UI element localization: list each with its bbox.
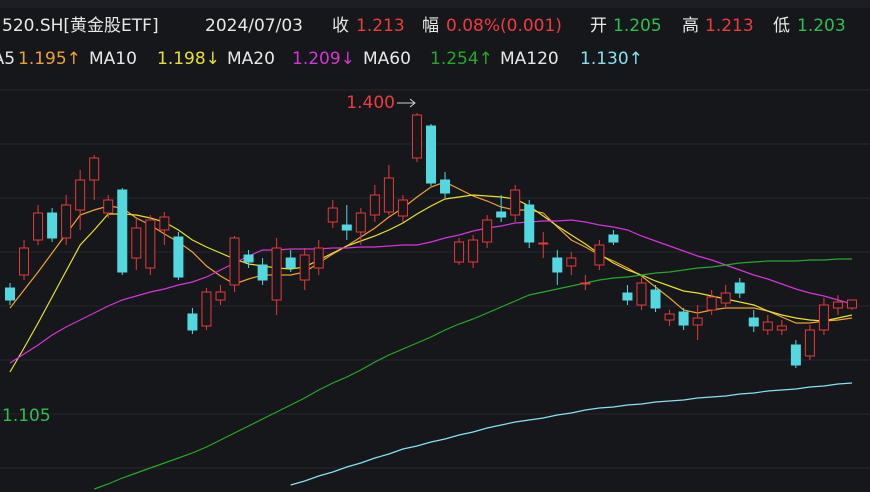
candle-body [285, 257, 296, 269]
candle-body [832, 301, 843, 309]
candle-body [61, 204, 72, 239]
header-label: 收 [332, 16, 349, 36]
candle-body [847, 299, 857, 309]
candle-body [762, 321, 773, 331]
candle-body [257, 264, 268, 281]
candle-body [299, 254, 310, 281]
candle-body [47, 212, 58, 239]
header-value: 1.213 [356, 16, 405, 36]
header-label: 低 [773, 16, 790, 36]
candle-body [75, 179, 86, 211]
candle-body [706, 296, 717, 311]
candle-body [201, 291, 212, 327]
candle-body [131, 227, 142, 259]
candle-body [552, 257, 563, 273]
candle-body [776, 325, 787, 331]
candle-body [33, 212, 44, 241]
candle-body [369, 194, 380, 216]
candle-body [482, 219, 493, 243]
candle-body [5, 287, 15, 301]
candle-body [692, 317, 703, 326]
candle-body [538, 242, 549, 245]
candle-body [678, 311, 689, 326]
ma-line [93, 258, 852, 490]
legend-value: 1.195↑ [18, 49, 81, 69]
candles [5, 113, 857, 368]
legend-name: MA60 [363, 49, 411, 69]
header-value: 1.203 [797, 16, 846, 36]
date: 2024/07/03 [205, 16, 303, 36]
candle-body [804, 329, 815, 357]
ma-line [290, 382, 853, 486]
candle-body [636, 282, 647, 306]
max-label: 1.400 [346, 93, 395, 113]
header-value: 1.213 [705, 16, 754, 36]
ma-line [9, 219, 853, 364]
candle-body [440, 179, 451, 194]
max-arrow [396, 98, 416, 108]
header-value: 1.205 [613, 16, 662, 36]
candle-body [622, 292, 633, 301]
legend-value: 1.130↑ [580, 49, 643, 69]
candle-body [103, 199, 114, 214]
candle-body [327, 207, 338, 223]
candle-body [454, 241, 465, 263]
candle-body [355, 212, 366, 233]
candle-body [510, 189, 521, 216]
candle-body [19, 247, 30, 276]
candle-body [271, 247, 282, 301]
candle-body [594, 244, 605, 266]
candle-body [89, 157, 100, 181]
candle-body [173, 236, 184, 278]
candle-body [117, 189, 128, 273]
candle-body [313, 247, 324, 269]
min-label: 1.105 [2, 406, 51, 426]
candle-body [426, 125, 436, 184]
candle-body [608, 234, 619, 243]
candle-body [159, 216, 170, 231]
grid [0, 89, 870, 469]
candle-body [664, 313, 675, 321]
symbol: 520.SH[黄金股ETF] [2, 16, 159, 36]
candle-body [524, 204, 535, 243]
legend-name: MA20 [227, 49, 275, 69]
header-label: 高 [682, 16, 699, 36]
candle-body [818, 304, 829, 331]
candle-body [411, 114, 422, 159]
legend-name: MA5 [0, 49, 15, 69]
candle-body [397, 199, 408, 217]
candle-body [215, 291, 226, 301]
legend-name: MA10 [89, 49, 137, 69]
candle-body [650, 289, 661, 309]
candle-body [341, 224, 352, 231]
header-label: 幅 [422, 16, 439, 36]
header-label: 开 [590, 16, 607, 36]
candle-body [748, 317, 759, 327]
legend-name: MA120 [500, 49, 559, 69]
candle-body [790, 344, 801, 366]
header-value: 0.08%(0.001) [446, 16, 562, 36]
legend-value: 1.254↑ [430, 49, 493, 69]
labels: 1.400 1.105 [2, 93, 416, 426]
candle-body [496, 211, 507, 218]
legend-value: 1.209↓ [292, 49, 355, 69]
candle-body [720, 292, 731, 304]
candle-body [383, 177, 394, 213]
candle-body [468, 239, 479, 263]
candle-body [229, 237, 240, 286]
tab-strip [0, 0, 870, 8]
candle-body [187, 313, 198, 331]
candle-body [734, 282, 745, 294]
candle-body [243, 254, 254, 263]
legend-value: 1.198↓ [157, 49, 220, 69]
candle-body [580, 282, 591, 285]
candle-body [145, 219, 156, 269]
candle-body [566, 257, 577, 267]
